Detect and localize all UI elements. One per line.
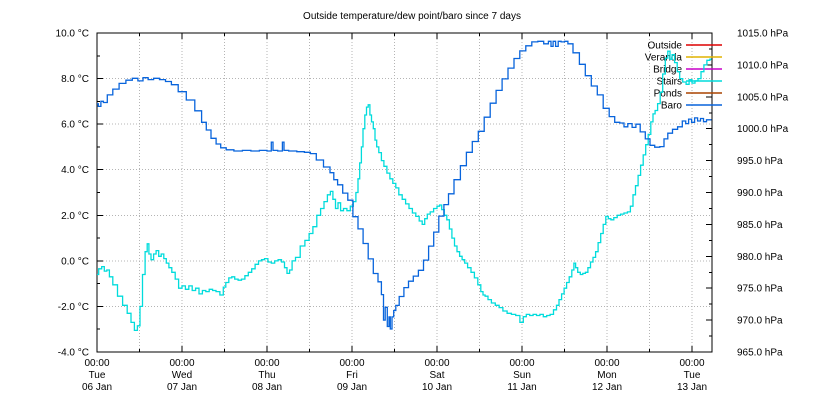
x-tick-time: 00:00	[594, 358, 619, 369]
x-tick-time: 00:00	[169, 358, 194, 369]
legend-label-bridge: Bridge	[653, 65, 682, 76]
y-left-tick-label: 2.0 °C	[61, 211, 89, 222]
x-tick-date: 06 Jan	[82, 382, 112, 393]
y-left-tick-label: 6.0 °C	[61, 120, 89, 131]
axis-ticks	[96, 32, 712, 353]
x-tick-weekday: Sun	[513, 370, 531, 381]
series-line-stairs	[97, 50, 712, 332]
x-tick-date: 13 Jan	[677, 382, 707, 393]
grid-lines	[97, 33, 712, 352]
x-tick-date: 12 Jan	[592, 382, 622, 393]
y-right-tick-label: 995.0 hPa	[737, 156, 783, 167]
y-right-tick-label: 1000.0 hPa	[737, 124, 789, 135]
plot-border	[96, 32, 713, 353]
x-tick-weekday: Sat	[429, 370, 444, 381]
y-right-tick-label: 980.0 hPa	[737, 252, 783, 263]
x-tick-weekday: Wed	[172, 370, 192, 381]
x-tick-date: 11 Jan	[507, 382, 536, 393]
y-left-tick-label: 0.0 °C	[61, 256, 89, 267]
x-tick-time: 00:00	[84, 358, 109, 369]
x-tick-time: 00:00	[679, 358, 704, 369]
x-tick-date: 07 Jan	[167, 382, 197, 393]
y-left-tick-label: 10.0 °C	[56, 29, 89, 40]
x-tick-weekday: Tue	[684, 370, 701, 381]
x-tick-time: 00:00	[254, 358, 279, 369]
axis-tick-labels: 10.0 °C 8.0 °C 6.0 °C 4.0 °C 2.0 °C 0.0 °C -2.…	[56, 29, 789, 394]
x-tick-weekday: Tue	[89, 370, 106, 381]
x-tick-date: 10 Jan	[422, 382, 452, 393]
x-tick-weekday: Thu	[258, 370, 275, 381]
x-tick-weekday: Fri	[346, 370, 358, 381]
legend-label-stairs: Stairs	[656, 77, 682, 88]
y-right-tick-label: 1015.0 hPa	[737, 29, 789, 40]
y-right-tick-label: 975.0 hPa	[737, 284, 783, 295]
y-left-tick-label: -2.0 °C	[58, 302, 89, 313]
y-right-tick-label: 985.0 hPa	[737, 220, 783, 231]
legend-label-baro: Baro	[661, 101, 683, 112]
y-right-tick-label: 1010.0 hPa	[737, 60, 789, 71]
y-left-tick-label: -4.0 °C	[58, 348, 89, 359]
y-right-tick-label: 990.0 hPa	[737, 188, 783, 199]
y-left-tick-label: 8.0 °C	[61, 74, 89, 85]
x-tick-weekday: Mon	[597, 370, 616, 381]
plot-area: 10.0 °C 8.0 °C 6.0 °C 4.0 °C 2.0 °C 0.0 °C -2.…	[56, 29, 789, 394]
x-tick-date: 08 Jan	[252, 382, 282, 393]
legend-label-outside: Outside	[648, 41, 683, 52]
x-tick-date: 09 Jan	[337, 382, 367, 393]
legend-label-veranda: Veranda	[645, 53, 683, 64]
x-tick-time: 00:00	[339, 358, 364, 369]
y-right-tick-label: 1005.0 hPa	[737, 92, 789, 103]
y-right-tick-label: 970.0 hPa	[737, 316, 783, 327]
x-tick-time: 00:00	[424, 358, 449, 369]
chart-title: Outside temperature/dew point/baro since…	[303, 11, 521, 22]
y-left-tick-label: 4.0 °C	[61, 165, 89, 176]
legend-label-ponds: Ponds	[654, 89, 682, 100]
y-right-tick-label: 965.0 hPa	[737, 348, 783, 359]
series-line-baro	[97, 40, 712, 330]
x-tick-time: 00:00	[509, 358, 534, 369]
